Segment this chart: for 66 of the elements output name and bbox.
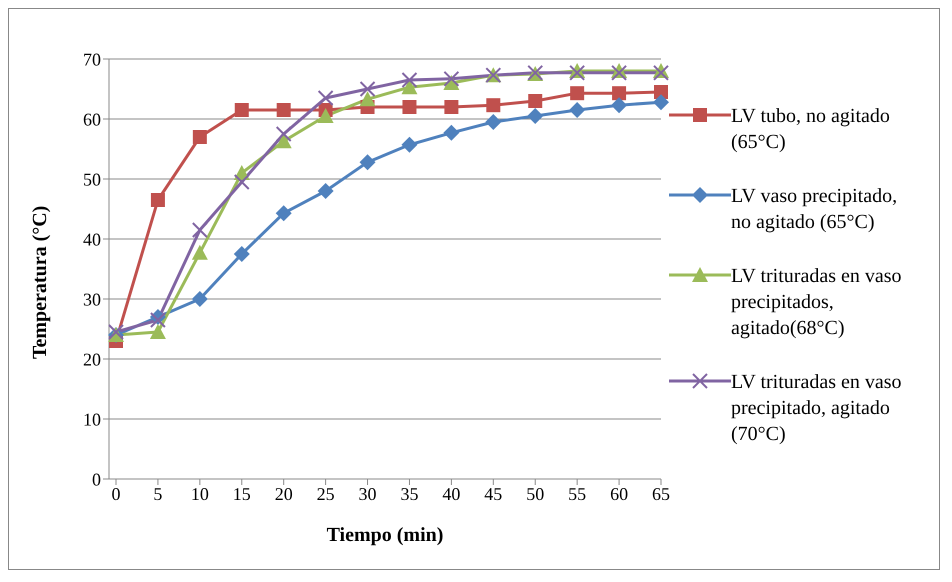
point — [360, 154, 376, 170]
point — [234, 246, 250, 262]
point — [653, 94, 669, 110]
y-tick-label: 40 — [83, 229, 101, 250]
point — [612, 86, 626, 100]
point — [318, 90, 334, 106]
x-tick-label: 45 — [484, 484, 502, 504]
point — [485, 114, 502, 130]
x-axis-title: Tiempo (min) — [326, 524, 444, 546]
point — [150, 193, 165, 207]
point — [443, 70, 460, 87]
y-tick-label: 0 — [92, 469, 101, 490]
point — [653, 64, 669, 81]
x-tick-label: 65 — [652, 484, 670, 504]
y-tick-label: 30 — [83, 289, 101, 310]
legend-label: LV trituradas en vaso precipitados, agitado(68°C) — [731, 264, 903, 341]
y-tick-label: 20 — [83, 349, 101, 370]
point — [611, 64, 628, 81]
point — [234, 103, 249, 117]
y-axis-title: Temperatura (°C) — [29, 206, 52, 359]
point — [276, 126, 292, 142]
x-tick-label: 30 — [358, 484, 377, 504]
x-tick-label: 5 — [153, 484, 162, 504]
point — [528, 94, 542, 108]
point — [444, 100, 458, 114]
point — [234, 174, 250, 190]
y-tick-label: 10 — [83, 409, 101, 430]
x-tick-label: 50 — [526, 484, 544, 504]
point — [443, 124, 460, 141]
point — [192, 222, 208, 238]
y-tick-label: 60 — [83, 109, 101, 130]
x-tick-label: 25 — [316, 484, 335, 504]
point — [192, 130, 207, 144]
point — [486, 98, 500, 112]
point — [192, 291, 208, 307]
x-tick-label: 10 — [190, 484, 209, 504]
point — [192, 244, 208, 260]
point — [527, 108, 544, 124]
point — [569, 64, 586, 81]
point — [611, 97, 628, 114]
point — [276, 103, 291, 117]
legend-label: LV trituradas en vaso precipitado, agitado (70°C) — [731, 370, 903, 447]
point — [108, 324, 124, 340]
legend-label: LV vaso precipitado, no agitado (65°C) — [731, 184, 898, 235]
point — [360, 91, 376, 106]
point — [569, 102, 586, 118]
x-tick-label: 20 — [274, 484, 293, 504]
point — [401, 136, 418, 153]
y-tick-label: 70 — [83, 49, 101, 70]
point — [150, 312, 166, 328]
point — [402, 100, 416, 114]
x-tick-label: 60 — [610, 484, 628, 504]
point — [318, 183, 334, 199]
legend-label: LV tubo, no agitado (65°C) — [731, 104, 891, 155]
point — [318, 108, 334, 123]
x-tick-label: 0 — [112, 484, 120, 504]
x-tick-label: 15 — [232, 484, 251, 504]
x-tick-label: 35 — [400, 484, 418, 504]
point — [276, 205, 292, 222]
y-tick-label: 50 — [83, 169, 101, 190]
point — [401, 72, 418, 88]
x-tick-label: 55 — [568, 484, 586, 504]
point — [150, 324, 166, 339]
point — [360, 81, 376, 97]
point — [570, 86, 584, 100]
x-tick-label: 40 — [442, 484, 460, 504]
